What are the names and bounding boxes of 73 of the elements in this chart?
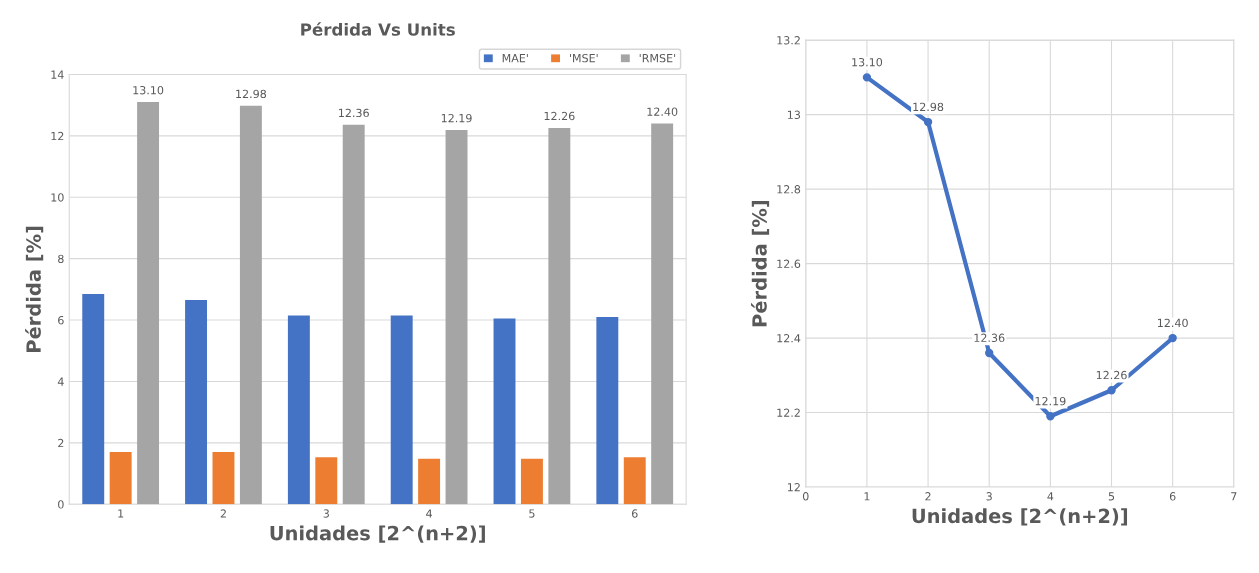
bar <box>651 123 674 505</box>
bar <box>109 452 132 505</box>
data-label: 13.10 <box>133 86 164 95</box>
y-tick-label: 10 <box>51 193 64 202</box>
x-tick-label: 5 <box>529 509 535 518</box>
y-tick-label: 13 <box>787 110 801 119</box>
x-tick-label: 4 <box>1047 492 1054 501</box>
legend-label: 'RMSE' <box>639 53 676 63</box>
bar <box>185 300 208 505</box>
y-tick-label: 12 <box>787 483 800 492</box>
y-tick-label: 2 <box>58 438 64 448</box>
y-axis-title: Pérdida [%] <box>751 200 770 327</box>
x-axis-title: Unidades [2^(n+2)] <box>912 508 1128 526</box>
point <box>923 117 933 127</box>
x-tick-label: 7 <box>1231 492 1237 501</box>
data-label: 12.98 <box>236 89 267 99</box>
data-label: 12.19 <box>1035 396 1066 406</box>
data-label: 12.26 <box>1096 370 1127 380</box>
data-label: 12.36 <box>339 108 369 118</box>
bar <box>418 458 441 505</box>
legend-label: MAE' <box>502 54 528 63</box>
point <box>1046 412 1055 421</box>
y-tick-label: 12.4 <box>777 334 801 343</box>
bar <box>137 102 160 505</box>
data-label: 12.19 <box>441 113 472 123</box>
bar <box>315 457 338 505</box>
x-tick-label: 0 <box>802 492 809 501</box>
x-tick-label: 5 <box>1108 492 1115 501</box>
y-tick-label: 12.8 <box>777 185 801 194</box>
bar <box>548 127 571 505</box>
chart-title: Pérdida Vs Units <box>301 22 455 36</box>
y-tick-label: 4 <box>57 377 64 386</box>
data-label: 12.40 <box>1157 318 1188 328</box>
x-tick-label: 6 <box>631 509 638 518</box>
x-tick-label: 4 <box>426 509 433 518</box>
legend-label: 'MSE' <box>569 53 598 63</box>
data-label: 13.10 <box>852 58 883 67</box>
x-tick-label: 3 <box>986 492 992 501</box>
point <box>1107 386 1116 395</box>
x-tick-label: 1 <box>118 509 124 518</box>
data-label: 12.40 <box>647 107 678 116</box>
bar <box>390 315 413 505</box>
bar <box>239 105 262 505</box>
x-axis-title: Unidades [2^(n+2)] <box>270 525 485 543</box>
bar <box>493 318 516 505</box>
y-axis-title: Pérdida [%] <box>25 226 44 352</box>
point <box>862 73 872 82</box>
bar <box>287 315 310 505</box>
x-tick-label: 1 <box>864 492 870 501</box>
y-tick-label: 12.2 <box>777 408 800 417</box>
point <box>985 348 994 358</box>
y-tick-label: 12 <box>51 131 64 141</box>
x-tick-label: 2 <box>220 509 226 518</box>
point <box>1168 333 1177 343</box>
bar <box>212 452 235 505</box>
y-tick-label: 13.2 <box>777 36 800 45</box>
y-tick-label: 6 <box>58 316 64 325</box>
bar <box>623 457 646 505</box>
data-label: 12.26 <box>544 111 575 121</box>
bar <box>342 124 365 505</box>
data-label: 12.36 <box>974 333 1005 343</box>
y-tick-label: 0 <box>58 500 64 509</box>
data-label: 12.98 <box>913 102 944 112</box>
bar <box>445 130 468 505</box>
x-tick-label: 6 <box>1169 492 1176 501</box>
bar <box>82 293 105 505</box>
y-tick-label: 14 <box>51 70 64 79</box>
bar <box>520 458 543 505</box>
x-tick-label: 3 <box>323 509 329 518</box>
x-tick-label: 2 <box>925 492 931 501</box>
y-tick-label: 12.6 <box>777 259 801 268</box>
y-tick-label: 8 <box>58 254 64 264</box>
bar <box>596 316 619 505</box>
